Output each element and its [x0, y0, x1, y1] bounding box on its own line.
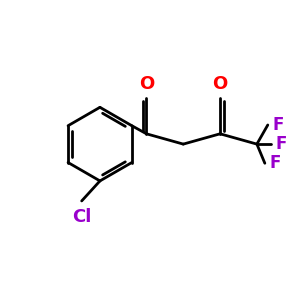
Text: O: O — [139, 75, 154, 93]
Text: F: F — [275, 135, 286, 153]
Text: Cl: Cl — [72, 208, 92, 226]
Text: F: F — [269, 154, 281, 172]
Text: O: O — [212, 75, 228, 93]
Text: F: F — [272, 116, 284, 134]
